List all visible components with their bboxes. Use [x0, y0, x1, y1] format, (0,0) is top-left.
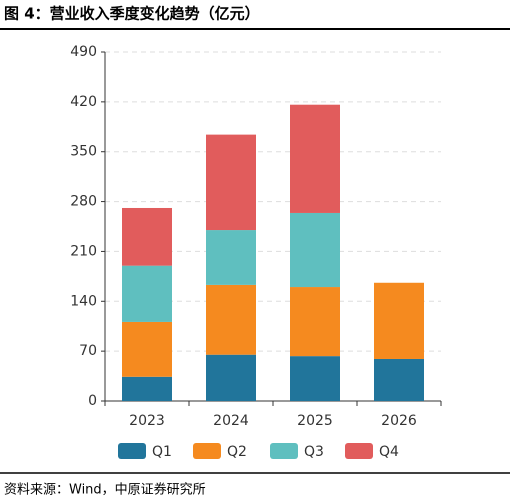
y-tick-label: 280	[70, 194, 97, 210]
source: 资料来源：Wind，中原证券研究所	[4, 482, 206, 498]
bar-segment	[290, 212, 340, 288]
bar-segment	[122, 376, 172, 401]
bar-segment	[290, 356, 340, 401]
legend-label: Q3	[304, 444, 324, 460]
x-tick-label: 2026	[381, 413, 417, 429]
bar-segment	[206, 230, 256, 285]
legend-label: Q2	[227, 444, 247, 460]
bar-segment	[122, 265, 172, 322]
legend-label: Q1	[152, 444, 172, 460]
y-tick-label: 350	[70, 144, 97, 160]
bar-segment	[206, 134, 256, 231]
y-tick-label: 210	[70, 243, 97, 259]
legend-swatch	[270, 443, 298, 459]
x-tick-label: 2023	[129, 413, 165, 429]
legend-swatch	[193, 443, 221, 459]
y-tick-label: 70	[79, 343, 97, 359]
legend-label: Q4	[379, 444, 399, 460]
bar-segment	[122, 207, 172, 266]
x-tick-label: 2024	[213, 413, 249, 429]
bar-segment	[122, 321, 172, 377]
bar-segment	[290, 104, 340, 213]
y-tick-label: 420	[70, 94, 97, 110]
bar-segment	[206, 354, 256, 401]
y-tick-label: 0	[88, 393, 97, 409]
y-tick-label: 490	[70, 44, 97, 60]
legend-swatch	[118, 443, 146, 459]
bar-segment	[374, 358, 424, 401]
legend-swatch	[345, 443, 373, 459]
bar-segment	[206, 284, 256, 355]
chart-title: 图 4：营业收入季度变化趋势（亿元）	[4, 5, 260, 23]
bar-segment	[374, 282, 424, 359]
y-tick-label: 140	[70, 293, 97, 309]
x-tick-label: 2025	[297, 413, 333, 429]
bar-segment	[290, 287, 340, 357]
